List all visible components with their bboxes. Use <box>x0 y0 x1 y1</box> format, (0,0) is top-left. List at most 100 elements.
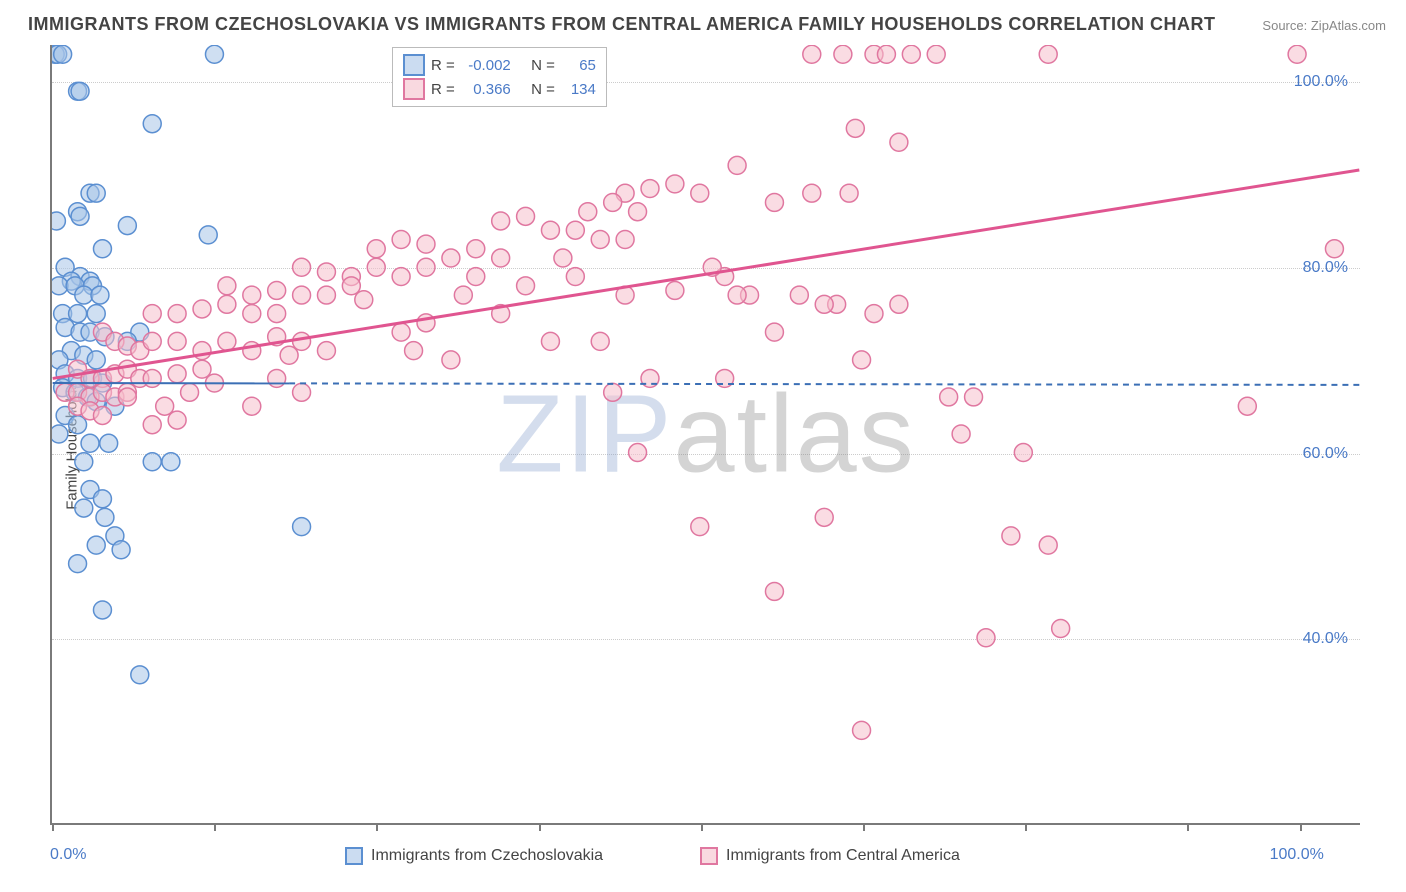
legend-swatch <box>403 78 425 100</box>
data-point <box>566 268 584 286</box>
data-point <box>765 323 783 341</box>
data-point <box>118 217 136 235</box>
data-point <box>579 203 597 221</box>
data-point <box>168 332 186 350</box>
data-point <box>293 383 311 401</box>
data-point <box>977 629 995 647</box>
data-point <box>342 277 360 295</box>
data-point <box>392 231 410 249</box>
data-point <box>765 193 783 211</box>
data-point <box>54 45 72 63</box>
data-point <box>71 207 89 225</box>
data-point <box>87 184 105 202</box>
data-point <box>87 305 105 323</box>
data-point <box>728 156 746 174</box>
trendline <box>53 170 1360 378</box>
data-point <box>604 383 622 401</box>
data-point <box>417 235 435 253</box>
series-legend-item: Immigrants from Central America <box>700 847 960 865</box>
data-point <box>541 221 559 239</box>
data-point <box>541 332 559 350</box>
data-point <box>442 351 460 369</box>
data-point <box>75 499 93 517</box>
data-point <box>143 369 161 387</box>
data-point <box>168 411 186 429</box>
data-point <box>815 295 833 313</box>
data-point <box>940 388 958 406</box>
data-point <box>1014 444 1032 462</box>
n-label: N = <box>531 57 555 74</box>
data-point <box>367 240 385 258</box>
data-point <box>890 133 908 151</box>
source-prefix: Source: <box>1262 18 1307 33</box>
data-point <box>93 601 111 619</box>
x-tick-label: 100.0% <box>1270 846 1324 864</box>
series-name: Immigrants from Czechoslovakia <box>371 847 603 865</box>
data-point <box>815 508 833 526</box>
data-point <box>492 212 510 230</box>
data-point <box>193 360 211 378</box>
source-link[interactable]: ZipAtlas.com <box>1311 18 1386 33</box>
data-point <box>1039 536 1057 554</box>
x-tick-mark <box>214 823 216 831</box>
data-point <box>52 425 68 443</box>
data-point <box>268 305 286 323</box>
correlation-legend: R = -0.002 N = 65 R = 0.366 N = 134 <box>392 47 607 107</box>
data-point <box>143 332 161 350</box>
data-point <box>243 397 261 415</box>
data-point <box>604 193 622 211</box>
data-point <box>517 207 535 225</box>
data-point <box>965 388 983 406</box>
data-point <box>75 286 93 304</box>
data-point <box>691 518 709 536</box>
data-point <box>803 45 821 63</box>
data-point <box>834 45 852 63</box>
data-point <box>641 180 659 198</box>
series-name: Immigrants from Central America <box>726 847 960 865</box>
data-point <box>293 286 311 304</box>
data-point <box>218 277 236 295</box>
data-point <box>268 369 286 387</box>
data-point <box>317 263 335 281</box>
series-legend-item: Immigrants from Czechoslovakia <box>345 847 603 865</box>
data-point <box>143 416 161 434</box>
data-point <box>317 342 335 360</box>
data-point <box>93 490 111 508</box>
data-point <box>566 221 584 239</box>
data-point <box>280 346 298 364</box>
data-point <box>853 351 871 369</box>
r-label: R = <box>431 57 455 74</box>
data-point <box>728 286 746 304</box>
chart-svg <box>52 45 1360 823</box>
data-point <box>293 258 311 276</box>
trendline-extrapolated <box>289 383 1359 385</box>
legend-row: R = 0.366 N = 134 <box>403 78 596 100</box>
n-value: 65 <box>561 57 596 74</box>
data-point <box>803 184 821 202</box>
data-point <box>554 249 572 267</box>
data-point <box>442 249 460 267</box>
data-point <box>131 666 149 684</box>
chart-title: IMMIGRANTS FROM CZECHOSLOVAKIA VS IMMIGR… <box>28 14 1216 35</box>
data-point <box>143 305 161 323</box>
data-point <box>691 184 709 202</box>
data-point <box>467 268 485 286</box>
r-value: -0.002 <box>461 57 511 74</box>
data-point <box>765 582 783 600</box>
x-tick-mark <box>539 823 541 831</box>
data-point <box>243 286 261 304</box>
data-point <box>243 305 261 323</box>
data-point <box>1002 527 1020 545</box>
x-tick-mark <box>52 823 54 831</box>
data-point <box>1238 397 1256 415</box>
data-point <box>168 305 186 323</box>
data-point <box>181 383 199 401</box>
data-point <box>392 268 410 286</box>
data-point <box>81 434 99 452</box>
data-point <box>846 119 864 137</box>
x-tick-label: 0.0% <box>50 846 86 864</box>
data-point <box>405 342 423 360</box>
data-point <box>317 286 335 304</box>
data-point <box>355 291 373 309</box>
data-point <box>71 82 89 100</box>
